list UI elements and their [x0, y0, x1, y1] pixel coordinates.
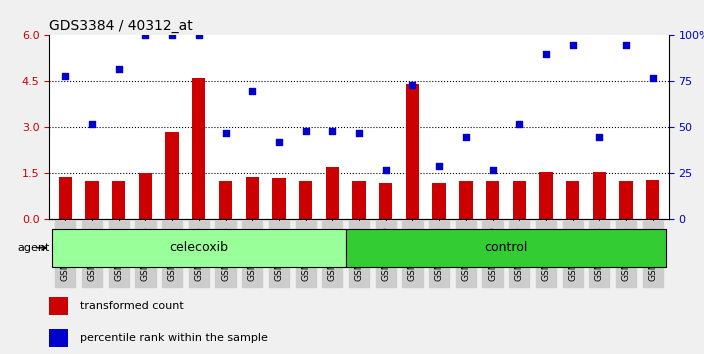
Point [593, 134, 605, 139]
Bar [406, 85, 419, 219]
Bar [192, 78, 206, 219]
Bar [49, 297, 68, 315]
Bar [353, 181, 365, 219]
Point [246, 88, 258, 93]
Point [514, 121, 525, 127]
Bar [112, 181, 125, 219]
Point [620, 42, 631, 47]
Point [140, 33, 151, 38]
Bar [219, 181, 232, 219]
Text: control: control [484, 241, 527, 254]
Text: transformed count: transformed count [80, 301, 184, 311]
Point [460, 134, 472, 139]
Point [567, 42, 578, 47]
Text: percentile rank within the sample: percentile rank within the sample [80, 333, 268, 343]
Point [647, 75, 658, 81]
Bar [272, 178, 286, 219]
Bar [432, 183, 446, 219]
Point [273, 139, 284, 145]
Text: GDS3384 / 40312_at: GDS3384 / 40312_at [49, 19, 193, 33]
Bar [459, 181, 472, 219]
Point [220, 130, 231, 136]
Point [113, 66, 125, 72]
Point [353, 130, 365, 136]
Bar [486, 181, 499, 219]
Point [380, 167, 391, 173]
Point [434, 163, 445, 169]
Bar [85, 181, 99, 219]
Point [487, 167, 498, 173]
Bar [165, 132, 179, 219]
Point [193, 33, 204, 38]
Bar [620, 181, 633, 219]
Bar [326, 167, 339, 219]
Bar [58, 177, 72, 219]
Bar [139, 173, 152, 219]
Bar [49, 329, 68, 347]
Text: agent: agent [18, 243, 50, 253]
Point [87, 121, 98, 127]
Point [166, 33, 177, 38]
Point [407, 82, 418, 88]
Bar [566, 181, 579, 219]
Point [327, 128, 338, 134]
Point [541, 51, 552, 57]
Bar [539, 172, 553, 219]
Bar [299, 181, 313, 219]
FancyBboxPatch shape [52, 229, 346, 267]
Point [300, 128, 311, 134]
Bar [593, 172, 606, 219]
Bar [513, 181, 526, 219]
Text: celecoxib: celecoxib [170, 241, 228, 254]
Point [60, 73, 71, 79]
Bar [646, 179, 660, 219]
Bar [379, 183, 392, 219]
Bar [246, 177, 259, 219]
FancyBboxPatch shape [346, 229, 666, 267]
